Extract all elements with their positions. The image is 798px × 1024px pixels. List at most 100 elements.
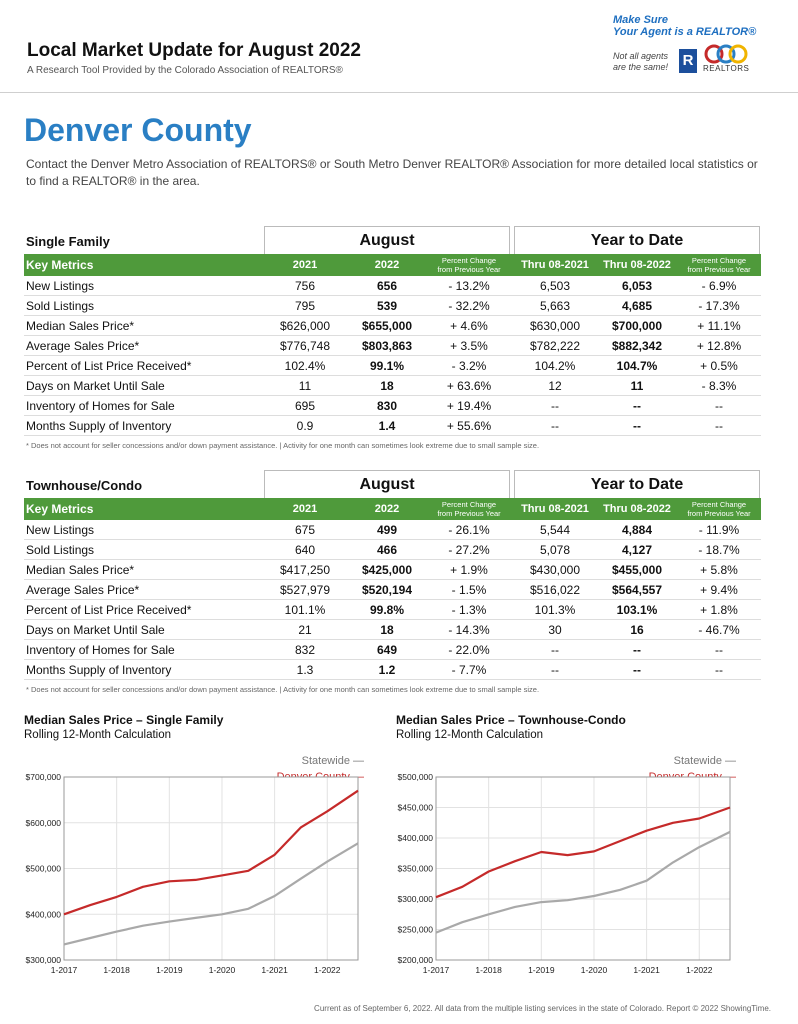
legend-statewide: Statewide — <box>673 755 736 767</box>
value-ytd-2022: -- <box>633 419 641 433</box>
value-ytd-pct: + 9.4% <box>700 583 738 597</box>
series-line-denver-county <box>435 806 731 899</box>
value-ytd-2021: -- <box>551 399 559 413</box>
table-row: Sold Listings 795 539 - 32.2% 5,663 4,685 - 17… <box>24 296 761 316</box>
brand-tagline-2: Your Agent is a REALTOR® <box>613 26 757 38</box>
x-tick-label: 1-2022 <box>314 965 341 975</box>
townhouse-condo-table: Townhouse/Condo August Year to Date Key Met… <box>24 470 761 694</box>
table-row: Months Supply of Inventory 0.9 1.4 + 55.6% -… <box>24 416 761 436</box>
metric-label: Median Sales Price* <box>26 563 135 577</box>
metric-label: Median Sales Price* <box>26 319 135 333</box>
value-aug-2022: 1.4 <box>378 419 396 433</box>
table-row: Median Sales Price* $626,000 $655,000 + 4.6… <box>24 316 761 336</box>
value-aug-2022: $803,863 <box>361 339 413 353</box>
table-row: Average Sales Price* $776,748 $803,863 + 3.… <box>24 336 761 356</box>
col-key-metrics: Key Metrics <box>26 258 94 272</box>
value-aug-pct: - 27.2% <box>448 543 490 557</box>
value-aug-2021: $776,748 <box>279 339 331 353</box>
chart-plot-area: $200,000 $250,000 $300,000 $350,000 $400,000… <box>398 773 731 975</box>
metric-label: Sold Listings <box>26 299 95 313</box>
value-aug-pct: - 3.2% <box>451 359 487 373</box>
value-ytd-pct: - 6.9% <box>701 279 737 293</box>
table-section-title: Single Family <box>26 234 110 249</box>
x-tick-label: 1-2020 <box>581 965 608 975</box>
x-tick-label: 1-2021 <box>261 965 288 975</box>
value-aug-2021: 832 <box>294 643 316 657</box>
value-ytd-pct: -- <box>715 663 723 677</box>
metric-label: New Listings <box>26 523 95 537</box>
metric-label: Months Supply of Inventory <box>26 663 172 677</box>
value-ytd-pct: -- <box>715 643 723 657</box>
series-line-statewide <box>435 830 731 934</box>
intro-text: Contact the Denver Metro Association of … <box>26 157 758 188</box>
value-ytd-pct: + 5.8% <box>700 563 738 577</box>
value-ytd-2021: 12 <box>548 379 562 393</box>
y-tick-label: $300,000 <box>398 894 434 904</box>
col-key-metrics: Key Metrics <box>26 502 94 516</box>
value-aug-pct: + 3.5% <box>450 339 488 353</box>
value-aug-2022: $655,000 <box>361 319 413 333</box>
x-tick-label: 1-2019 <box>528 965 555 975</box>
value-aug-pct: + 1.9% <box>450 563 488 577</box>
value-aug-2021: $417,250 <box>279 563 331 577</box>
value-aug-2021: 21 <box>298 623 312 637</box>
y-tick-label: $600,000 <box>26 818 62 828</box>
single-family-table: Single Family August Year to Date Key Metri… <box>24 226 761 450</box>
value-ytd-pct: + 0.5% <box>700 359 738 373</box>
col-thru-2022: Thru 08-2022 <box>603 503 671 515</box>
value-aug-2022: 649 <box>376 643 398 657</box>
brand-note-1: Not all agents <box>613 51 669 61</box>
value-ytd-2021: 6,503 <box>539 279 571 293</box>
report-subtitle: A Research Tool Provided by the Colorado… <box>27 65 343 76</box>
value-ytd-2021: $430,000 <box>529 563 581 577</box>
value-aug-2021: 1.3 <box>296 663 314 677</box>
metric-label: Average Sales Price* <box>26 583 140 597</box>
value-aug-2021: 101.1% <box>284 603 326 617</box>
value-ytd-pct: - 11.9% <box>698 523 740 537</box>
value-aug-2022: $425,000 <box>361 563 413 577</box>
value-ytd-2021: 5,663 <box>539 299 571 313</box>
metric-label: Inventory of Homes for Sale <box>26 643 175 657</box>
value-aug-2021: 11 <box>298 379 312 393</box>
value-aug-2022: 830 <box>376 399 398 413</box>
x-tick-label: 1-2020 <box>209 965 236 975</box>
value-ytd-2022: -- <box>633 663 641 677</box>
x-tick-label: 1-2019 <box>156 965 183 975</box>
county-name: Denver County <box>24 112 252 148</box>
y-tick-label: $500,000 <box>398 773 434 782</box>
col-2022: 2022 <box>374 259 400 271</box>
table-header-row: Key Metrics 2021 2022 Percent Change from Pr… <box>24 498 761 520</box>
value-aug-2021: $626,000 <box>279 319 331 333</box>
brand-note-2: are the same! <box>613 62 669 72</box>
y-tick-label: $350,000 <box>398 864 434 874</box>
value-ytd-2022: 103.1% <box>616 603 658 617</box>
value-ytd-2021: 30 <box>548 623 562 637</box>
value-ytd-2021: $516,022 <box>529 583 581 597</box>
chart-subtitle: Rolling 12-Month Calculation <box>24 729 172 741</box>
table-row: Days on Market Until Sale 11 18 + 63.6% 12 11… <box>24 376 761 396</box>
table-row: Average Sales Price* $527,979 $520,194 - 1.… <box>24 580 761 600</box>
value-ytd-2022: 104.7% <box>616 359 658 373</box>
value-ytd-pct: - 46.7% <box>698 623 740 637</box>
value-ytd-2021: -- <box>551 419 559 433</box>
value-ytd-2021: -- <box>551 663 559 677</box>
value-aug-pct: - 26.1% <box>448 523 490 537</box>
col-thru-2021: Thru 08-2021 <box>521 503 589 515</box>
col-thru-2022: Thru 08-2022 <box>603 259 671 271</box>
report-header: Local Market Update for August 2022 A Re… <box>27 40 767 76</box>
car-wordmark: REALTORS <box>703 64 750 73</box>
table-group-header: Townhouse/Condo August Year to Date <box>24 470 761 498</box>
value-ytd-pct: - 17.3% <box>698 299 740 313</box>
value-aug-2022: 656 <box>376 279 398 293</box>
value-ytd-2021: 104.2% <box>534 359 576 373</box>
realtor-brand-block: Make Sure Your Agent is a REALTOR® Not a… <box>613 14 758 73</box>
metric-label: Days on Market Until Sale <box>26 379 165 393</box>
col-ytd-pct-change: Percent Change from Previous Year <box>687 500 751 518</box>
plot-border <box>63 776 359 961</box>
chart-plot-area: $300,000 $400,000 $500,000 $600,000 $700,000… <box>26 773 359 975</box>
value-ytd-2022: $700,000 <box>611 319 663 333</box>
value-ytd-2021: 5,544 <box>539 523 571 537</box>
value-aug-2021: $527,979 <box>279 583 331 597</box>
value-aug-pct: - 7.7% <box>451 663 487 677</box>
value-ytd-2022: 4,685 <box>621 299 653 313</box>
